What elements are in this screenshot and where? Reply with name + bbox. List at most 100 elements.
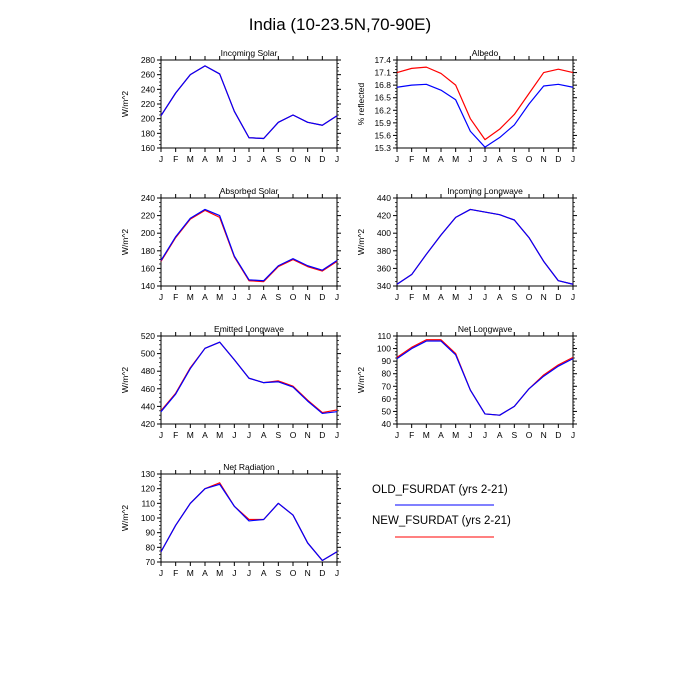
x-tick-label: M xyxy=(187,154,194,164)
x-tick-label: F xyxy=(173,292,178,302)
x-tick-label: O xyxy=(526,292,533,302)
x-tick-label: D xyxy=(319,568,325,578)
y-tick-label: 240 xyxy=(141,193,155,203)
y-tick-label: 220 xyxy=(141,99,155,109)
x-tick-label: D xyxy=(555,430,561,440)
x-tick-label: M xyxy=(187,292,194,302)
x-tick-label: O xyxy=(290,154,297,164)
x-tick-label: D xyxy=(319,430,325,440)
y-tick-label: 160 xyxy=(141,263,155,273)
panel-title: Net Radiation xyxy=(223,462,275,472)
x-tick-label: J xyxy=(232,430,236,440)
y-tick-label: 15.3 xyxy=(374,143,391,153)
x-tick-label: J xyxy=(159,430,163,440)
x-tick-label: F xyxy=(173,430,178,440)
y-tick-label: 260 xyxy=(141,70,155,80)
series-line-old xyxy=(396,340,574,416)
x-tick-label: A xyxy=(261,430,267,440)
x-tick-label: S xyxy=(511,430,517,440)
y-tick-label: 120 xyxy=(141,484,155,494)
y-tick-label: 380 xyxy=(377,246,391,256)
x-tick-label: A xyxy=(261,154,267,164)
y-tick-label: 100 xyxy=(377,344,391,354)
x-tick-label: M xyxy=(216,154,223,164)
x-tick-label: J xyxy=(468,430,472,440)
x-tick-label: N xyxy=(541,154,547,164)
y-tick-label: 480 xyxy=(141,366,155,376)
y-tick-label: 420 xyxy=(377,211,391,221)
x-tick-label: M xyxy=(423,154,430,164)
x-tick-label: D xyxy=(555,292,561,302)
x-tick-label: J xyxy=(468,292,472,302)
x-tick-label: J xyxy=(468,154,472,164)
x-tick-label: A xyxy=(497,154,503,164)
x-tick-label: J xyxy=(159,568,163,578)
x-tick-label: M xyxy=(187,568,194,578)
x-tick-label: O xyxy=(526,154,533,164)
panel-frame xyxy=(160,197,338,287)
figure-title: India (10-23.5N,70-90E) xyxy=(249,15,431,34)
x-tick-label: M xyxy=(452,154,459,164)
panel-frame xyxy=(396,59,574,149)
series-line-old xyxy=(160,341,338,415)
y-axis-label: W/m^2 xyxy=(120,229,130,255)
x-tick-label: A xyxy=(497,292,503,302)
x-tick-label: D xyxy=(319,292,325,302)
x-tick-label: N xyxy=(541,292,547,302)
y-tick-label: 500 xyxy=(141,349,155,359)
panel-1: Incoming Solar W/m^2 160 180 200 220 240 260 280… xyxy=(120,48,341,164)
y-tick-label: 16.5 xyxy=(374,93,391,103)
x-tick-label: J xyxy=(335,292,339,302)
x-tick-label: F xyxy=(409,154,414,164)
y-axis-label: W/m^2 xyxy=(356,367,366,393)
x-tick-label: M xyxy=(187,430,194,440)
x-tick-label: S xyxy=(511,292,517,302)
y-tick-label: 16.2 xyxy=(374,105,391,115)
series-line-old xyxy=(160,483,338,562)
x-tick-label: S xyxy=(275,154,281,164)
y-tick-label: 100 xyxy=(141,513,155,523)
y-tick-label: 220 xyxy=(141,211,155,221)
series-line-new xyxy=(160,482,338,562)
y-axis-label: W/m^2 xyxy=(356,229,366,255)
y-tick-label: 15.6 xyxy=(374,130,391,140)
x-tick-label: O xyxy=(526,430,533,440)
x-tick-label: N xyxy=(305,292,311,302)
x-tick-label: J xyxy=(335,568,339,578)
series-line-old xyxy=(396,208,574,285)
x-tick-label: J xyxy=(159,292,163,302)
x-tick-label: M xyxy=(452,292,459,302)
series-line-old xyxy=(160,208,338,282)
y-tick-label: 440 xyxy=(141,401,155,411)
x-tick-label: N xyxy=(305,430,311,440)
x-tick-label: J xyxy=(483,154,487,164)
x-tick-label: A xyxy=(202,430,208,440)
x-tick-label: D xyxy=(555,154,561,164)
y-tick-label: 460 xyxy=(141,384,155,394)
x-tick-label: A xyxy=(202,292,208,302)
x-tick-label: A xyxy=(497,430,503,440)
panel-frame xyxy=(396,197,574,287)
y-tick-label: 110 xyxy=(141,498,155,508)
x-tick-label: A xyxy=(438,292,444,302)
x-tick-label: A xyxy=(438,154,444,164)
x-tick-label: J xyxy=(483,430,487,440)
panel-title: Absorbed Solar xyxy=(220,186,279,196)
x-tick-label: J xyxy=(247,568,251,578)
x-tick-label: O xyxy=(290,430,297,440)
y-tick-label: 16.8 xyxy=(374,80,391,90)
x-tick-label: J xyxy=(571,154,575,164)
y-tick-label: 400 xyxy=(377,228,391,238)
y-tick-label: 17.1 xyxy=(374,68,391,78)
y-tick-label: 17.4 xyxy=(374,55,391,65)
x-tick-label: S xyxy=(275,568,281,578)
x-tick-label: J xyxy=(395,154,399,164)
y-axis-label: W/m^2 xyxy=(120,367,130,393)
y-tick-label: 360 xyxy=(377,263,391,273)
panel-title: Incoming Solar xyxy=(221,48,278,58)
panel-5: Emitted Longwave W/m^2 420 440 460 480 500 520 J… xyxy=(120,324,341,440)
